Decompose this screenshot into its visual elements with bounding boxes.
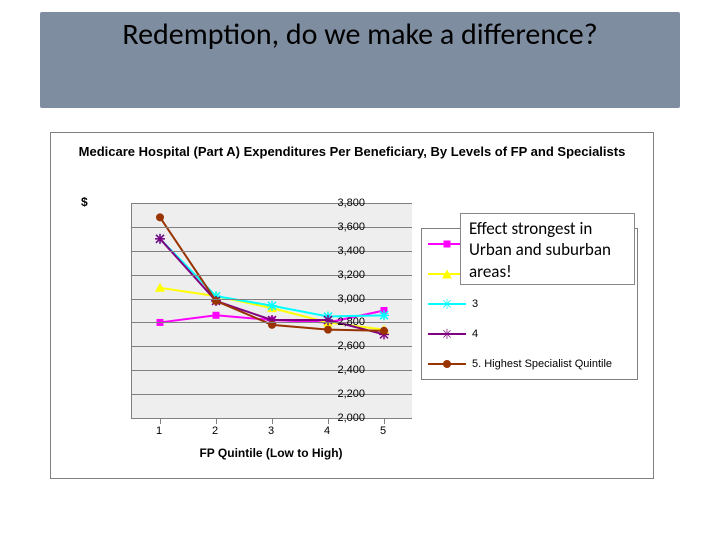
- y-tick-label: 2,200: [305, 388, 365, 400]
- gridline: [132, 370, 412, 371]
- x-axis-title: FP Quintile (Low to High): [131, 446, 411, 460]
- chart-marker: [155, 234, 165, 244]
- slide-title: Redemption, do we make a difference?: [40, 16, 680, 54]
- gridline: [132, 394, 412, 395]
- legend-item: 5. Highest Specialist Quintile: [422, 349, 637, 379]
- chart-title: Medicare Hospital (Part A) Expenditures …: [51, 143, 653, 161]
- x-tick-label: 2: [205, 425, 225, 437]
- x-tick: [272, 418, 273, 424]
- x-tick-label: 5: [373, 425, 393, 437]
- legend-marker: ✳: [441, 297, 453, 311]
- legend-item: ✳4: [422, 319, 637, 349]
- y-tick-label: 3,400: [305, 245, 365, 257]
- chart-marker: [156, 213, 164, 221]
- callout-box: Effect strongest in Urban and suburban a…: [460, 213, 635, 285]
- y-tick-label: 2,000: [305, 412, 365, 424]
- legend-marker: [442, 270, 452, 279]
- gridline: [132, 251, 412, 252]
- chart-marker: [155, 283, 165, 292]
- gridline: [132, 346, 412, 347]
- x-tick: [160, 418, 161, 424]
- y-tick-label: 3,200: [305, 269, 365, 281]
- y-tick-label: 2,800: [305, 316, 365, 328]
- legend-marker: ✳: [441, 327, 453, 341]
- x-tick: [216, 418, 217, 424]
- y-tick-label: 3,600: [305, 221, 365, 233]
- x-tick: [384, 418, 385, 424]
- chart-marker: [213, 312, 220, 319]
- legend-swatch: [428, 357, 466, 371]
- gridline: [132, 203, 412, 204]
- legend-label: 4: [472, 328, 478, 340]
- x-tick-label: 1: [149, 425, 169, 437]
- legend-swatch: ✳: [428, 297, 466, 311]
- legend-label: 3: [472, 298, 478, 310]
- gridline: [132, 322, 412, 323]
- gridline: [132, 275, 412, 276]
- x-tick-label: 3: [261, 425, 281, 437]
- legend-marker: [444, 241, 451, 248]
- legend-item: ✳3: [422, 289, 637, 319]
- chart-frame: Medicare Hospital (Part A) Expenditures …: [50, 132, 654, 479]
- legend-swatch: ✳: [428, 327, 466, 341]
- chart-marker: [267, 301, 277, 311]
- y-unit-label: $: [81, 195, 88, 209]
- chart-lines: [132, 203, 412, 418]
- legend-marker: [443, 360, 451, 368]
- x-tick-label: 4: [317, 425, 337, 437]
- chart-marker: [379, 310, 389, 320]
- y-tick-label: 3,800: [305, 197, 365, 209]
- plot-area: [131, 203, 412, 419]
- chart-marker: [380, 327, 388, 335]
- y-tick-label: 3,000: [305, 293, 365, 305]
- y-tick-label: 2,400: [305, 364, 365, 376]
- y-tick-label: 2,600: [305, 340, 365, 352]
- gridline: [132, 299, 412, 300]
- legend-label: 5. Highest Specialist Quintile: [472, 358, 612, 370]
- gridline: [132, 227, 412, 228]
